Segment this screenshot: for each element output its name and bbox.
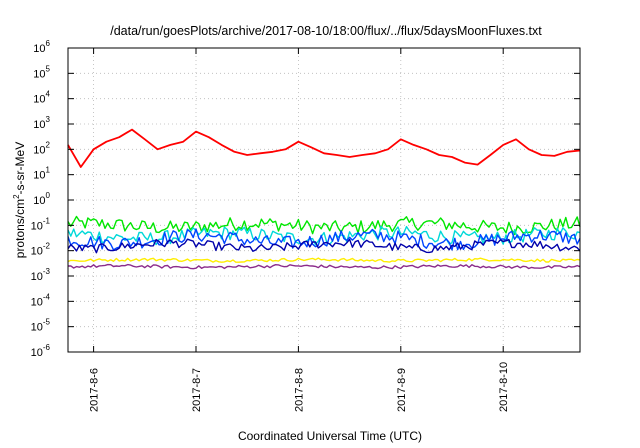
- series-line-5: [67, 257, 581, 263]
- x-tick-label: 2017-8-9: [396, 368, 408, 412]
- y-tick-label: 10-1: [31, 216, 51, 232]
- x-axis: 2017-8-6 2017-8-7 2017-8-8 2017-8-9 2017-8-1…: [89, 48, 510, 412]
- series-line-1: [67, 215, 581, 236]
- grid: [68, 48, 580, 352]
- series-line-0: [67, 128, 581, 168]
- y-tick-label: 10-2: [31, 242, 51, 258]
- y-tick-label: 10-5: [31, 318, 51, 334]
- y-tick-label: 102: [33, 140, 50, 156]
- series-line-4: [67, 238, 581, 254]
- y-tick-label: 105: [33, 64, 50, 80]
- y-tick-label: 101: [33, 166, 50, 182]
- y-tick-label: 103: [33, 115, 50, 131]
- y-tick-label: 106: [33, 39, 50, 55]
- series-line-3: [67, 228, 581, 251]
- series-layer: [67, 128, 581, 270]
- y-axis: 10-6 10-5 10-4 10-3 10-2 10-1 100 101 102 103 104 1…: [31, 39, 580, 359]
- x-tick-label: 2017-8-6: [89, 368, 101, 412]
- y-tick-label: 10-6: [31, 343, 51, 359]
- series-line-2: [67, 225, 581, 246]
- y-tick-label: 100: [33, 191, 50, 207]
- chart-title: /data/run/goesPlots/archive/2017-08-10/1…: [110, 24, 542, 38]
- y-tick-label: 10-3: [31, 267, 51, 283]
- x-tick-label: 2017-8-10: [498, 362, 510, 412]
- x-axis-label: Coordinated Universal Time (UTC): [238, 429, 422, 443]
- x-tick-label: 2017-8-8: [293, 368, 305, 412]
- series-line-6: [67, 263, 581, 270]
- y-tick-label: 10-4: [31, 292, 51, 308]
- y-tick-label: 104: [33, 90, 50, 106]
- x-tick-label: 2017-8-7: [191, 368, 203, 412]
- y-axis-label: protons/cm2-s-sr-MeV: [12, 142, 27, 258]
